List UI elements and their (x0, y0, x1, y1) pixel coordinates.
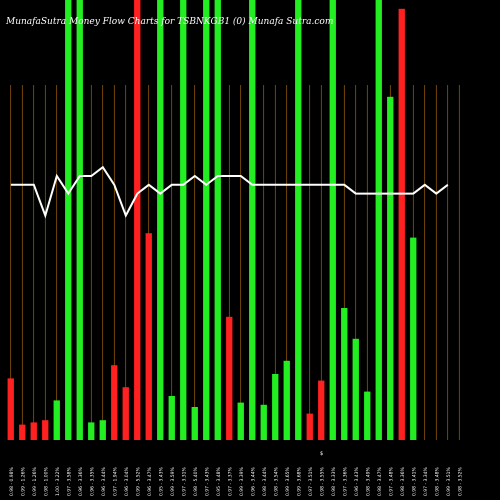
x-tick-label: 0.96 - 3.44% (250, 466, 256, 496)
x-tick-label: 0.98 - 0.98% (9, 466, 15, 496)
bar (168, 396, 175, 440)
x-tick-label: 0.98 - 3.41% (411, 466, 417, 496)
bar (157, 0, 164, 440)
x-tick-label: 1.00 - 3.22% (55, 466, 61, 496)
x-tick-label: 0.99 - 3.59% (170, 466, 176, 496)
bar (410, 237, 417, 440)
x-tick-label: 0.97 - 3.48% (388, 466, 394, 496)
bar (318, 380, 325, 440)
x-tick-label: 0.99 - 3.65% (285, 466, 291, 496)
x-tick-label: 0.98 - 3.47% (377, 466, 383, 496)
x-tick-label: 0.98 - 3.33% (331, 466, 337, 496)
bar (145, 233, 152, 440)
bar (19, 424, 26, 440)
x-tick-label: 0.98 - 1.00% (43, 466, 49, 496)
x-tick-label: 0.98 - 3.52% (457, 466, 463, 496)
x-tick-label: 0.97 - 1.94% (112, 466, 118, 496)
bar (329, 0, 336, 440)
bar (352, 338, 359, 440)
bar (7, 378, 14, 440)
x-tick-label: 0.96 - 3.43% (354, 466, 360, 496)
x-tick-label: 0.97 - 3.51% (308, 466, 314, 496)
money-flow-line (10, 165, 449, 219)
x-tick-label: 0.99 - 3.51% (446, 466, 452, 496)
x-tick-labels: 0.98 - 0.98% 0.99 - 1.26% 0.99 - 1.26% 0.98… (9, 466, 464, 496)
bars-group (7, 0, 417, 441)
bar (226, 316, 233, 440)
x-tick-label: 0.97 - 3.43% (204, 466, 210, 496)
x-tick-label: 0.98 - 3.36% (400, 466, 406, 496)
bar (214, 0, 221, 440)
bar (122, 387, 129, 440)
bar (30, 422, 37, 440)
bar (88, 422, 95, 440)
bar (65, 0, 72, 440)
bar (111, 365, 118, 440)
x-tick-label: 0.98 - 3.44% (262, 466, 268, 496)
bar (295, 0, 302, 440)
bar (283, 360, 290, 440)
x-tick-label: 0.98 - 3.54% (273, 466, 279, 496)
bar (42, 420, 49, 440)
x-tick-label: 0.95 - 3.48% (216, 466, 222, 496)
x-tick-label: 0.98 - 3.55% (319, 466, 325, 496)
x-tick-label: 0.98 - 3.48% (434, 466, 440, 496)
x-marker-label: $ (320, 451, 323, 457)
bar (375, 0, 382, 440)
x-tick-label: 0.99 - 5.52% (135, 466, 141, 496)
bar (272, 374, 279, 440)
bar (260, 404, 267, 440)
x-tick-label: 0.96 - 3.44% (101, 466, 107, 496)
x-tick-label: 0.99 - 1.26% (20, 466, 26, 496)
bar (387, 96, 394, 441)
bar (180, 0, 187, 440)
bar (191, 407, 198, 440)
bar (398, 8, 405, 441)
bar (341, 308, 348, 440)
x-tick-label: 0.95 - 3.43% (158, 466, 164, 496)
bar (53, 400, 60, 440)
x-tick-label: 0.98 - 3.49% (365, 466, 371, 496)
x-tick-label: 0.96 - 3.47% (147, 466, 153, 496)
bar (306, 413, 313, 440)
bar (134, 0, 141, 440)
x-tick-label: 0.96 - 3.04% (124, 466, 130, 496)
x-tick-label: 0.97 - 3.31% (181, 466, 187, 496)
x-tick-label: 0.99 - 3.68% (296, 466, 302, 496)
bar (364, 391, 371, 440)
bar (76, 0, 83, 440)
x-tick-label: 0.97 - 3.34% (423, 466, 429, 496)
x-tick-label: 0.97 - 3.37% (227, 466, 233, 496)
chart-title: MunafaSutra Money Flow Charts for TSBNKG… (5, 16, 333, 27)
bar (249, 0, 256, 440)
x-tick-label: 0.96 - 3.35% (89, 466, 95, 496)
bar (99, 420, 106, 440)
x-tick-label: 0.98 - 5.40% (193, 466, 199, 496)
x-tick-label: 0.99 - 3.39% (239, 466, 245, 496)
bar (203, 0, 210, 440)
x-tick-label: 0.99 - 1.26% (32, 466, 38, 496)
x-tick-label: 0.97 - 3.36% (342, 466, 348, 496)
x-tick-label: 0.96 - 3.36% (78, 466, 84, 496)
bar (237, 402, 244, 440)
x-tick-label: 0.97 - 3.58% (66, 466, 72, 496)
